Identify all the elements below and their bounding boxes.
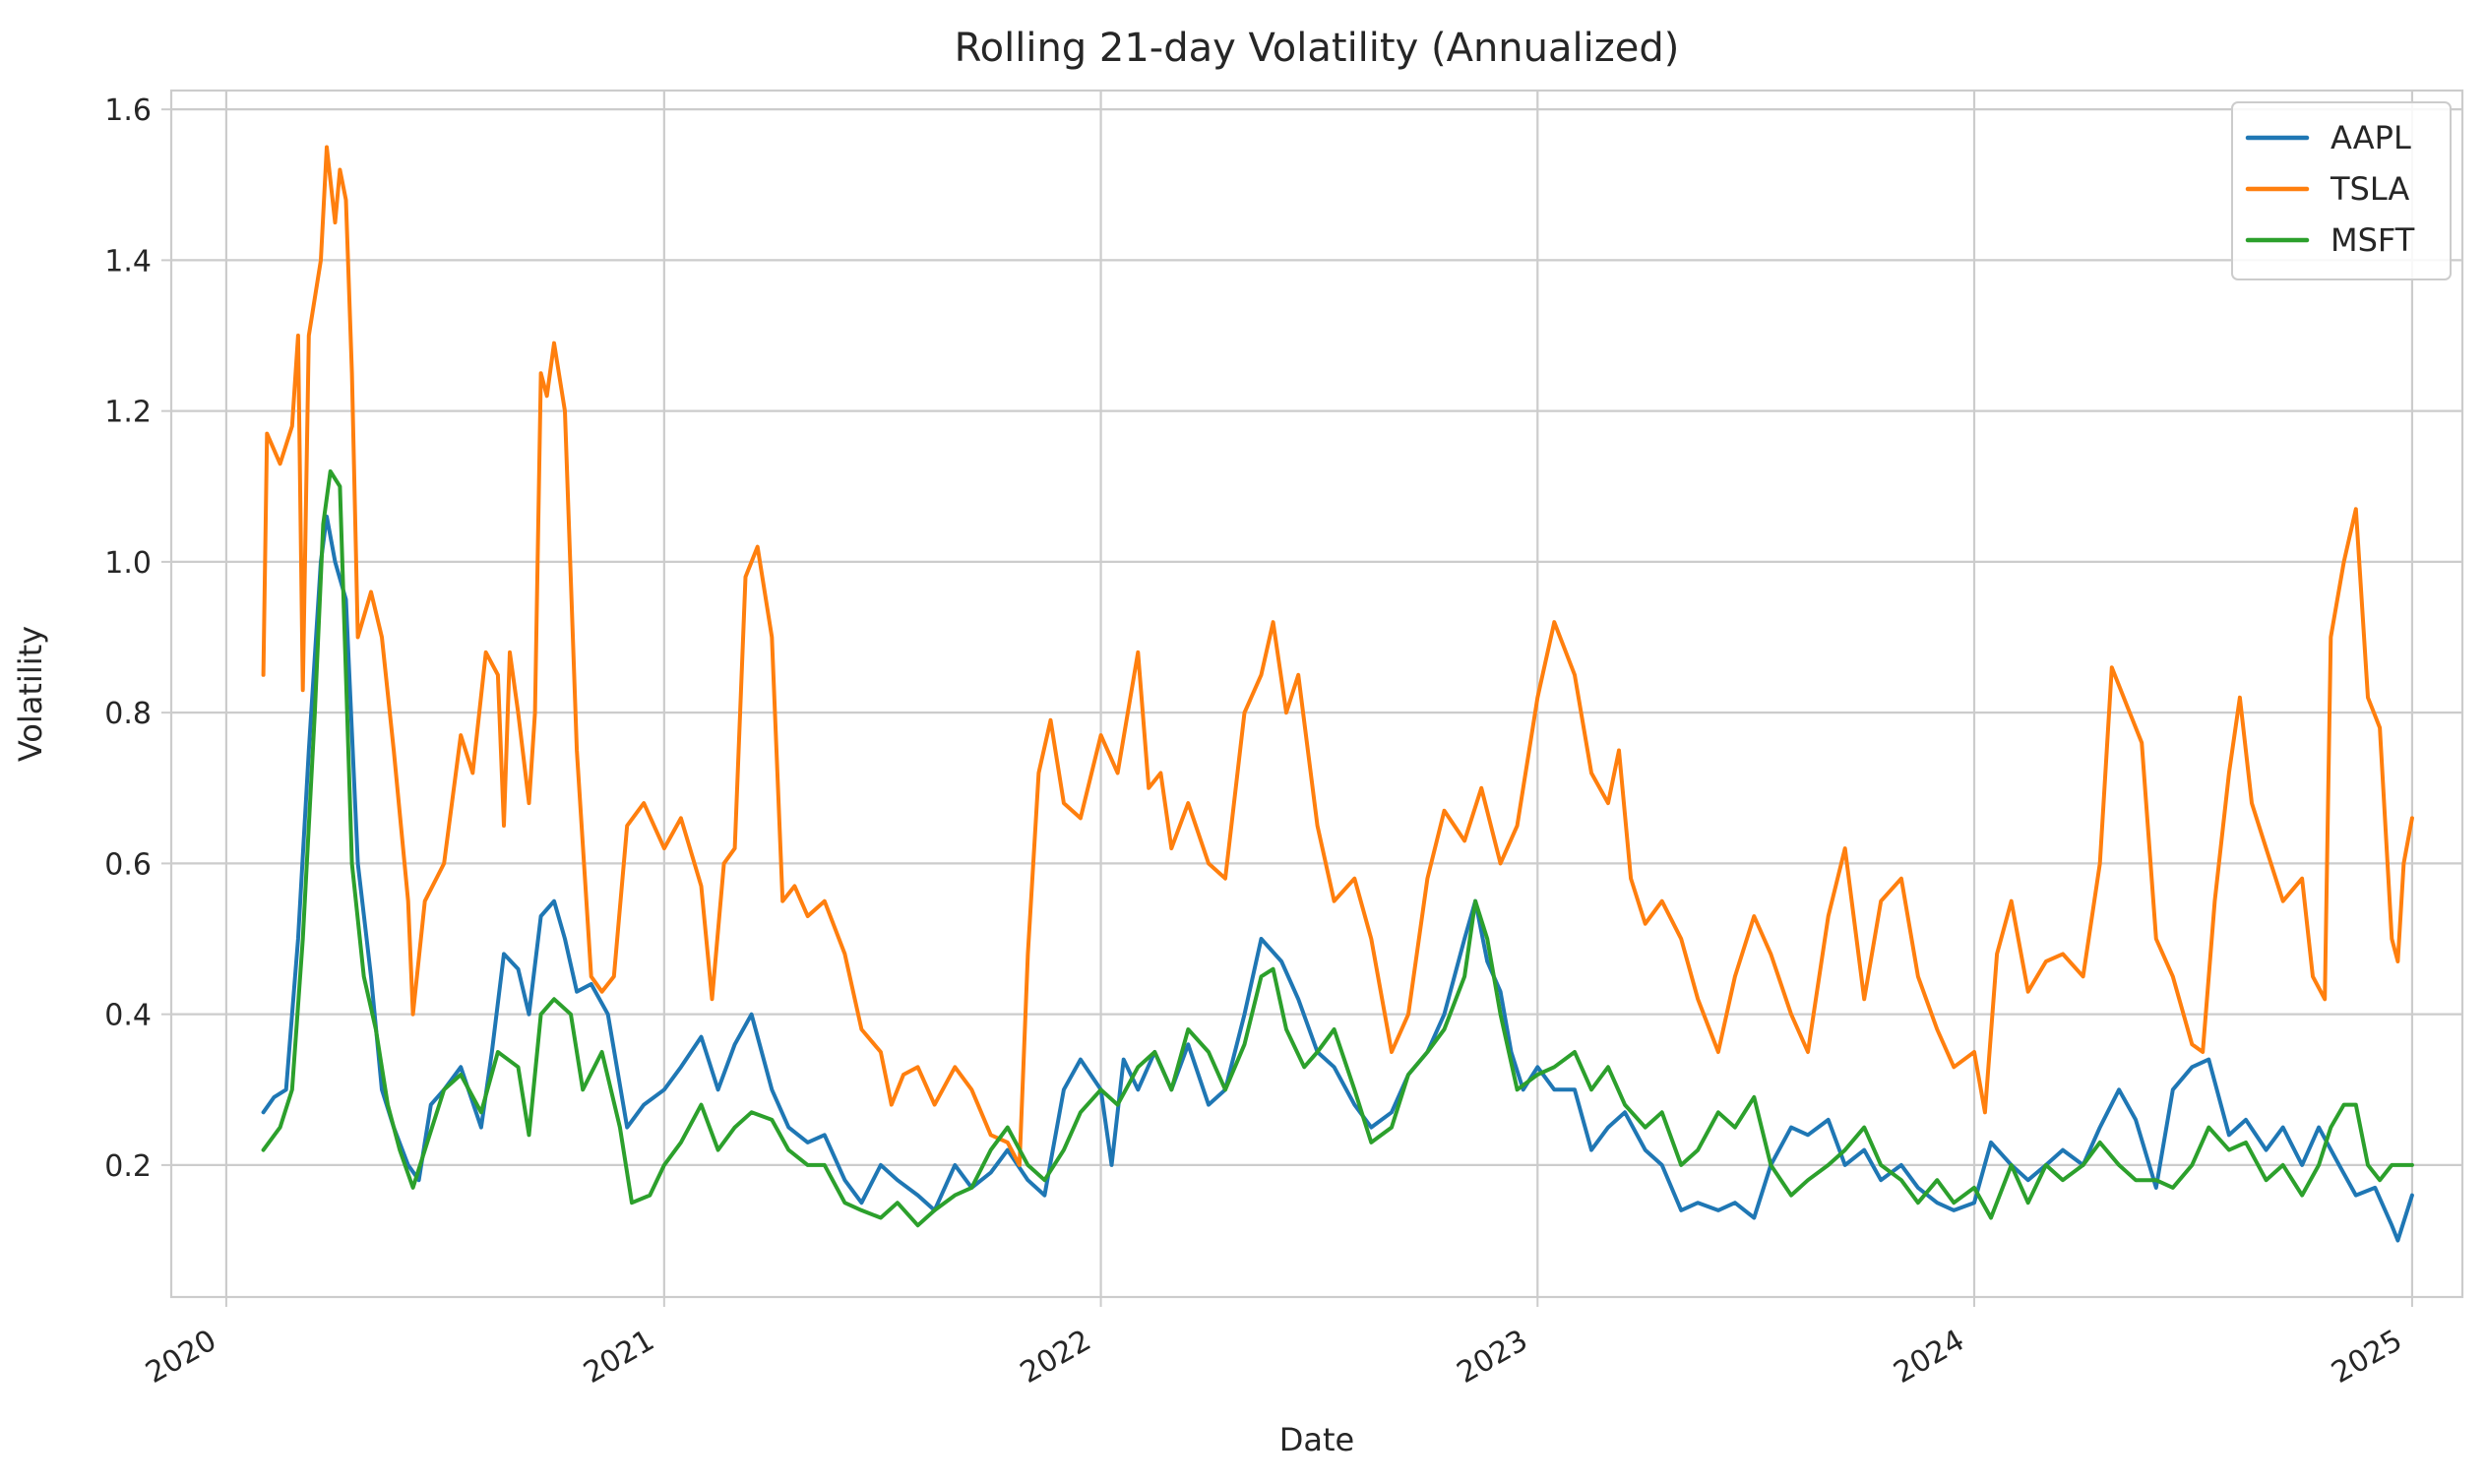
y-tick-label: 0.2 [104, 1149, 152, 1184]
grid [171, 91, 2462, 1297]
legend-label-aapl: AAPL [2331, 119, 2411, 156]
legend-label-msft: MSFT [2331, 221, 2415, 259]
y-axis-ticks: 0.2 0.4 0.6 0.8 1.0 1.2 1.4 1.6 [104, 93, 171, 1184]
y-tick-label: 0.4 [104, 999, 152, 1033]
series-line-msft [261, 469, 2414, 1228]
y-tick-label: 0.8 [104, 697, 152, 731]
series-line-aapl [261, 514, 2414, 1243]
y-tick-label: 1.6 [104, 93, 152, 128]
legend: AAPL TSLA MSFT [2231, 101, 2452, 280]
y-tick-label: 1.0 [104, 546, 152, 581]
legend-box [2231, 101, 2452, 280]
series-line-tsla [261, 145, 2414, 1167]
y-axis-label: Volatility [12, 626, 49, 762]
y-tick-label: 1.2 [104, 396, 152, 430]
y-tick-label: 1.4 [104, 244, 152, 278]
x-axis-label: Date [1279, 1421, 1354, 1458]
legend-items: AAPL TSLA MSFT [2245, 119, 2415, 259]
plot-area-border [169, 89, 2464, 1299]
legend-label-tsla: TSLA [2330, 170, 2409, 208]
y-tick-label: 0.6 [104, 847, 152, 882]
series-lines [261, 145, 2414, 1243]
chart-title: Rolling 21-day Volatility (Annualized) [955, 26, 1680, 71]
